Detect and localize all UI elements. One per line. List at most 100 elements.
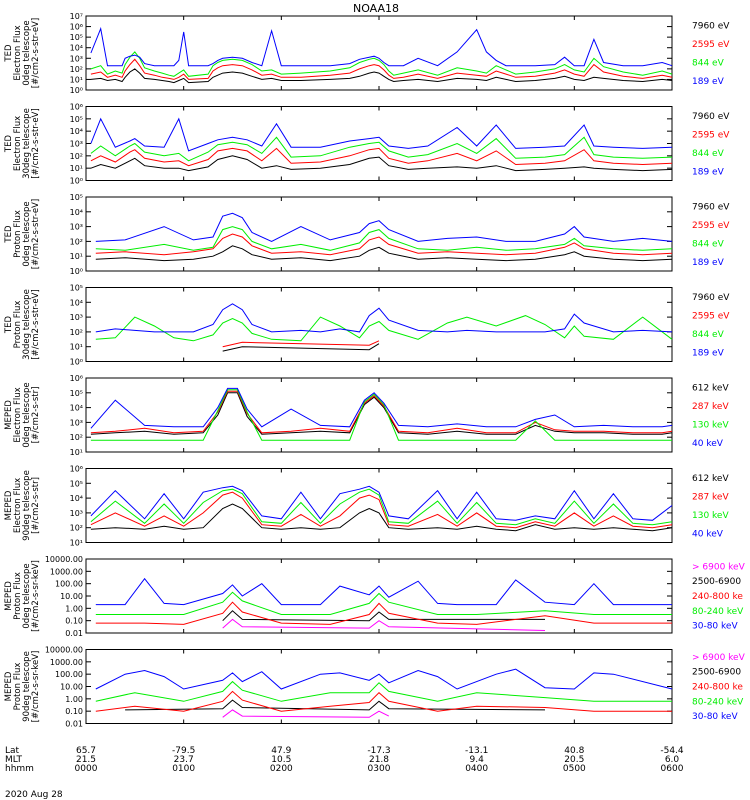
x-axis-tick-lat: -17.3 [367, 746, 390, 756]
panel-y-tick-label: 10⁶ [70, 103, 83, 112]
legend-entry: 612 keV [692, 383, 729, 393]
series-line-magenta [222, 709, 390, 718]
x-axis-tick-lat: -79.5 [172, 746, 195, 756]
panel-y-label: [#/cm2-s-str] [31, 387, 41, 444]
panel-y-tick-label: 10³ [70, 140, 83, 149]
panel-y-label: Electron Flux [13, 116, 23, 171]
legend-entry: 844 eV [692, 239, 725, 249]
panel-y-label: Electron Flux [13, 387, 23, 442]
panel-y-tick-label: 10⁰ [70, 86, 83, 95]
series-line-green [90, 51, 673, 77]
legend-entry: 130 keV [692, 511, 729, 521]
series-line-blue [90, 485, 673, 521]
series-line-red [90, 491, 673, 529]
panel-y-tick-label: 10000.00 [45, 646, 83, 655]
legend-entry: 287 keV [692, 492, 729, 502]
series-line-blue [95, 212, 673, 242]
legend-entry: 30-80 keV [692, 622, 738, 632]
series-line-green [95, 591, 672, 615]
x-axis-row-label: Lat [5, 746, 20, 756]
series-line-black [90, 392, 673, 435]
legend-entry: 7960 eV [692, 293, 730, 303]
panel-y-tick-label: 1.00 [65, 695, 83, 704]
panel-y-tick-label: 10.00 [60, 592, 83, 601]
x-axis-tick-lat: -13.1 [465, 746, 488, 756]
panel-y-tick-label: 1000.00 [50, 658, 83, 667]
panel-y-label: TED [4, 225, 14, 244]
legend-entry: 844 eV [692, 149, 725, 159]
series-line-black [222, 610, 545, 622]
panel-y-tick-label: 10⁵ [70, 115, 83, 124]
legend-entry: 189 eV [692, 258, 725, 268]
legend-entry: 2500-6900 [692, 668, 741, 678]
series-line-black [90, 155, 673, 172]
panel-y-tick-label: 10² [70, 328, 83, 337]
panel-y-label: MEPED [4, 490, 14, 520]
series-line-red [95, 233, 673, 256]
x-axis-tick-mlt: 10.5 [271, 755, 291, 765]
series-line-red [90, 390, 673, 434]
panel-y-tick-label: 10¹ [70, 164, 83, 173]
x-axis-tick-lat: 47.9 [271, 746, 291, 756]
series-line-blue [90, 117, 673, 152]
panel-y-tick-label: 10¹ [70, 539, 83, 548]
panel-y-label: 0deg telescope [22, 201, 32, 266]
panel-y-tick-label: 10² [70, 65, 83, 74]
panel-y-tick-label: 10³ [70, 313, 83, 322]
panel-y-tick-label: 10⁴ [70, 404, 83, 413]
panel-y-tick-label: 10⁰ [70, 267, 83, 276]
panel-y-tick-label: 10² [70, 152, 83, 161]
panel-y-tick-label: 10⁴ [70, 208, 83, 217]
x-axis-tick-hhmm: 0500 [563, 764, 586, 774]
panel-y-tick-label: 10⁶ [70, 465, 83, 474]
panel-y-label: Proton Flux [13, 572, 23, 620]
x-axis-tick-lat: 40.8 [564, 746, 584, 756]
series-line-blue [90, 387, 673, 429]
x-axis-tick-mlt: 21.8 [369, 755, 389, 765]
legend-entry: 844 eV [692, 58, 725, 68]
legend-entry: 612 keV [692, 474, 729, 484]
series-line-red [90, 58, 673, 80]
x-axis-tick-mlt: 9.4 [470, 755, 485, 765]
x-axis-tick-lat: -54.4 [660, 746, 684, 756]
panel-y-label: TED [4, 134, 14, 153]
panel-y-label: 30deg telescope [22, 289, 32, 360]
panel-y-label: [#/cm2-s-str] [31, 477, 41, 534]
legend-entry: 30-80 keV [692, 712, 738, 722]
legend-entry: 240-800 ke [692, 592, 743, 602]
series-line-red [90, 147, 673, 167]
panel-y-tick-label: 10³ [70, 223, 83, 232]
series-line-green [90, 389, 672, 441]
panel-y-label: 0deg telescope [22, 563, 32, 628]
panel-y-tick-label: 10⁴ [70, 44, 83, 53]
legend-entry: 240-800 ke [692, 683, 743, 693]
panel-y-tick-label: 10⁵ [70, 193, 83, 202]
x-axis-tick-hhmm: 0300 [368, 764, 391, 774]
panel-y-tick-label: 10⁵ [70, 33, 83, 42]
panel-y-tick-label: 100.00 [55, 670, 83, 679]
x-axis-tick-mlt: 6.0 [665, 755, 680, 765]
x-axis-tick-mlt: 20.5 [564, 755, 584, 765]
x-axis-row-label: hhmm [5, 764, 34, 774]
x-axis-tick-mlt: 23.7 [174, 755, 194, 765]
legend-entry: 189 eV [692, 167, 725, 177]
series-line-green [95, 315, 673, 342]
panel-y-label: MEPED [4, 671, 14, 701]
panel-y-tick-label: 10¹ [70, 75, 83, 84]
legend-entry: > 6900 keV [692, 562, 746, 572]
legend-entry: 130 keV [692, 420, 729, 430]
panel-ted-proton-30deg: 10⁰ 10¹ 10² 10³ 10⁴ 10⁵ TED Proton Flux 30deg te… [4, 284, 730, 367]
panel-y-tick-label: 10⁷ [70, 12, 83, 21]
panel-y-tick-label: 10² [70, 433, 83, 442]
legend-entry: 2595 eV [692, 311, 730, 321]
series-line-black [95, 245, 673, 262]
panel-meped-proton-0deg: 0.01 0.10 1.00 10.00 100.00 1000.00 10000.00 ME… [4, 555, 746, 638]
legend-entry: 80-240 keV [692, 697, 744, 707]
x-axis-tick-mlt: 21.5 [76, 755, 96, 765]
panel-y-label: Proton Flux [13, 663, 23, 711]
series-line-black [90, 68, 673, 84]
panel-y-tick-label: 10⁵ [70, 389, 83, 398]
